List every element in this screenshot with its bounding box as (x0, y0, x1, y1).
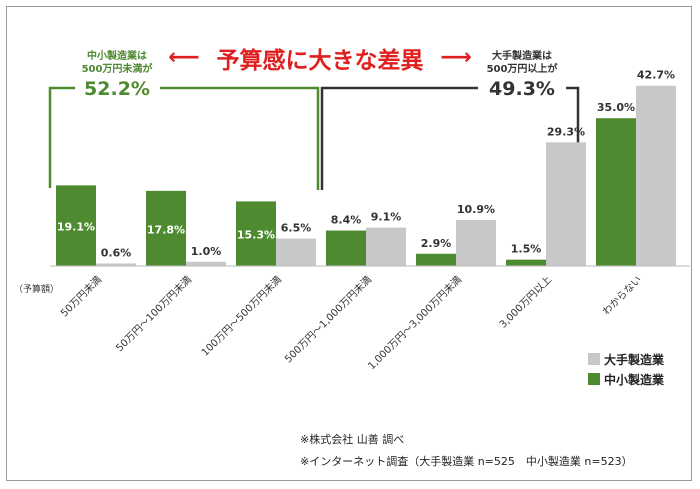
category-label-2: 100万円～500万円未満 (199, 274, 284, 359)
bar-small-4 (416, 253, 456, 266)
bar-large-6 (636, 85, 676, 266)
category-label-0: 50万円未満 (58, 274, 104, 320)
bar-small-1 (146, 190, 186, 266)
bar-large-1 (186, 261, 226, 266)
bar-small-6 (596, 118, 636, 266)
bar-small-5 (506, 259, 546, 266)
legend-swatch-large (588, 353, 600, 365)
value-label-large-0: 0.6% (101, 246, 132, 259)
value-label-small-0: 19.1% (57, 221, 95, 234)
bar-small-2 (236, 201, 276, 266)
large-group-bracket (320, 86, 580, 190)
category-label-3: 500万円～1,000万円未満 (282, 274, 374, 366)
value-label-small-2: 15.3% (237, 229, 275, 242)
bar-small-3 (326, 230, 366, 266)
value-label-large-5: 29.3% (547, 125, 585, 138)
bar-large-0 (96, 263, 136, 266)
small-group-value: 52.2% (84, 78, 150, 100)
headline: 予算感に大きな差異 (217, 47, 424, 74)
bar-small-0 (56, 185, 96, 266)
bar-large-2 (276, 238, 316, 266)
legend-swatch-small (588, 373, 600, 385)
category-label-5: 3,000万円以上 (497, 274, 554, 331)
footer-survey: ※インターネット調査（大手製造業 n=525 中小製造業 n=523） (300, 454, 633, 468)
value-label-large-1: 1.0% (191, 245, 222, 258)
large-group-line2: 500万円以上が (487, 62, 559, 75)
bar-large-3 (366, 227, 406, 266)
value-label-large-4: 10.9% (457, 203, 495, 216)
arrow-right-icon: ⟶ (440, 45, 472, 70)
footer-source: ※株式会社 山善 調べ (300, 432, 404, 446)
bar-large-5 (546, 142, 586, 266)
value-label-small-5: 1.5% (511, 243, 542, 256)
category-label-4: 1,000万円～3,000万円未満 (366, 274, 464, 372)
value-label-small-3: 8.4% (331, 214, 362, 227)
value-label-large-2: 6.5% (281, 222, 312, 235)
value-label-large-3: 9.1% (371, 211, 402, 224)
small-group-line2: 500万円未満が (82, 62, 154, 75)
category-labels-layer: 50万円未満 50万円～100万円未満 100万円～500万円未満500万円～1,0… (58, 274, 644, 372)
small-group-line1: 中小製造業は (87, 49, 147, 62)
category-label-6: わからない (600, 274, 644, 318)
value-label-small-4: 2.9% (421, 237, 452, 250)
large-group-value: 49.3% (489, 78, 555, 100)
value-label-small-1: 17.8% (147, 223, 185, 236)
bars-layer: 19.1% 0.6% 17.8% 1.0% 15.3% 6.5% 8.4% 9.1% 2.9% 1… (50, 69, 690, 267)
large-group-line1: 大手製造業は (492, 49, 552, 62)
value-label-large-6: 42.7% (637, 69, 675, 82)
small-group-bracket (48, 86, 320, 190)
arrow-left-icon: ⟵ (168, 45, 200, 70)
legend-label-small: 中小製造業 (604, 372, 665, 387)
bar-large-4 (456, 219, 496, 266)
legend-label-large: 大手製造業 (604, 352, 665, 367)
category-label-1: 50万円～100万円未満 (114, 274, 194, 354)
y-axis-label: （予算額） (14, 283, 59, 295)
value-label-small-6: 35.0% (597, 101, 635, 114)
chart-frame (6, 6, 692, 481)
